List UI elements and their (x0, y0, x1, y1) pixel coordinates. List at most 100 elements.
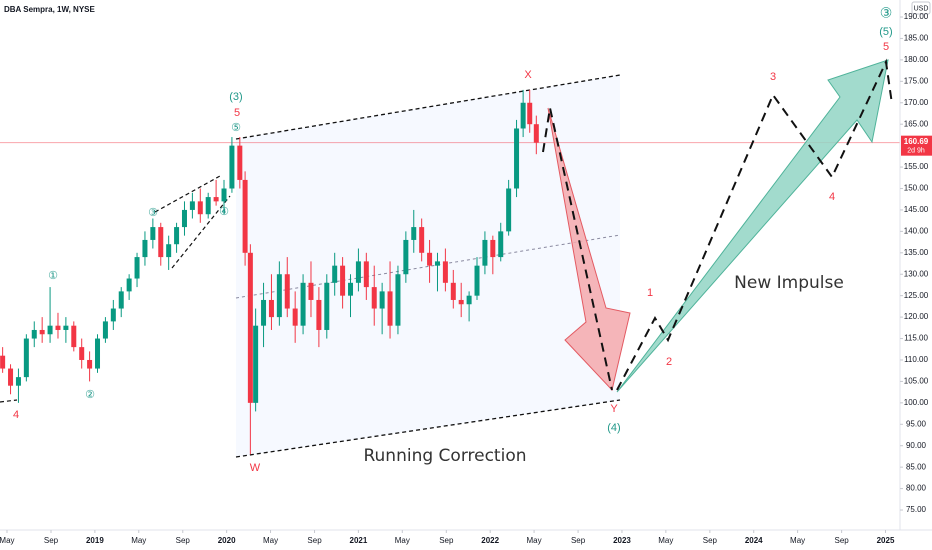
unit-box (911, 1, 931, 15)
candle-body (118, 291, 124, 309)
y-tick-label: 80.00 (906, 484, 927, 493)
candle-body (55, 325, 61, 330)
x-tick-label: Sep (44, 536, 59, 545)
y-tick-label: 130.00 (904, 269, 929, 278)
y-tick-label: 95.00 (906, 419, 927, 428)
y-tick-label: 165.00 (904, 119, 929, 128)
candle-body (324, 282, 330, 330)
candle-body (247, 252, 253, 403)
x-tick-label: Sep (703, 536, 718, 545)
y-tick-label: 190.00 (904, 12, 929, 21)
x-tick-label: Sep (439, 536, 454, 545)
candle-body (514, 128, 520, 189)
candle-body (419, 227, 425, 253)
y-tick-label: 155.00 (904, 162, 929, 171)
candle-body (434, 261, 440, 266)
projection-path (616, 58, 893, 391)
x-tick-label: Sep (176, 536, 191, 545)
countdown: 2d 9h (907, 148, 925, 155)
candle-body (205, 197, 211, 215)
x-axis-panel (0, 530, 932, 550)
candle-body (474, 265, 480, 296)
x-tick-label: Sep (571, 536, 586, 545)
candle-body (427, 252, 433, 266)
wave-line (0, 399, 18, 403)
candle-body (355, 261, 361, 283)
candle-body (0, 355, 6, 369)
x-tick-label: May (395, 536, 410, 545)
candle-body (276, 274, 282, 318)
y-tick-label: 105.00 (904, 377, 929, 386)
y-tick-label: 180.00 (904, 55, 929, 64)
chart-title: DBA Sempra, 1W, NYSE (4, 5, 96, 14)
candle-body (242, 179, 248, 253)
candle-body (261, 299, 267, 326)
candle-body (395, 274, 401, 326)
y-tick-label: 175.00 (904, 76, 929, 85)
candle-body (221, 188, 227, 202)
wave-label: 4 (13, 409, 19, 421)
wave-label: W (250, 462, 261, 474)
wave-label: (5) (879, 26, 892, 38)
candle-body (87, 359, 93, 369)
y-tick-label: 85.00 (906, 462, 927, 471)
candle-body (482, 239, 488, 266)
candle-body (15, 377, 21, 386)
candle-body (450, 282, 456, 300)
x-tick-label: 2022 (481, 536, 499, 545)
y-tick-label: 140.00 (904, 226, 929, 235)
candle-body (102, 321, 108, 339)
candle-body (126, 278, 132, 292)
candle-body (142, 239, 148, 258)
wave-label: Y (610, 403, 618, 415)
candle-body (8, 368, 14, 386)
candle-body (506, 188, 512, 232)
candle-body (442, 261, 448, 283)
mid-line (235, 234, 621, 299)
candle-body (63, 325, 69, 330)
wave-label: (4) (607, 422, 620, 434)
wave-label: 2 (666, 356, 672, 368)
wave-label: ④ (219, 206, 229, 218)
wave-label: ③ (880, 5, 893, 21)
candle-body (110, 308, 116, 322)
x-tick-label: 2021 (350, 536, 368, 545)
x-tick-label: May (658, 536, 673, 545)
candle-body (292, 308, 298, 326)
y-tick-label: 100.00 (904, 398, 929, 407)
candle-body (458, 299, 464, 305)
y-tick-label: 145.00 (904, 205, 929, 214)
candle-body (466, 295, 472, 305)
wave-label: 5 (883, 41, 889, 53)
candle-body (229, 145, 235, 189)
candle-body (31, 329, 37, 339)
up-arrow (616, 59, 889, 393)
candle-body (316, 299, 322, 330)
wave-channel (171, 195, 231, 269)
candle-body (150, 227, 156, 240)
candle-body (268, 299, 274, 318)
x-tick-label: 2025 (877, 536, 895, 545)
last-price-label: 160.69 (904, 137, 929, 146)
y-tick-label: 125.00 (904, 291, 929, 300)
candle-body (39, 329, 45, 335)
candles (0, 89, 900, 455)
last-price-box (901, 135, 932, 156)
x-tick-label: 2020 (218, 536, 236, 545)
y-axis-panel (900, 0, 932, 550)
x-tick-label: May (0, 536, 15, 545)
candle-body (134, 257, 140, 279)
y-tick-label: 120.00 (904, 312, 929, 321)
candle-body (95, 338, 101, 369)
candle-body (411, 227, 417, 240)
candle-body (520, 102, 526, 129)
y-tick-label: 90.00 (906, 441, 927, 450)
wave-label: (3) (229, 91, 242, 103)
x-tick-label: May (790, 536, 805, 545)
y-tick-label: 170.00 (904, 98, 929, 107)
y-tick-label: 75.00 (906, 505, 927, 514)
candle-body (71, 325, 77, 348)
candle-body (498, 231, 504, 258)
x-tick-label: Sep (307, 536, 322, 545)
candle-body (371, 287, 377, 309)
